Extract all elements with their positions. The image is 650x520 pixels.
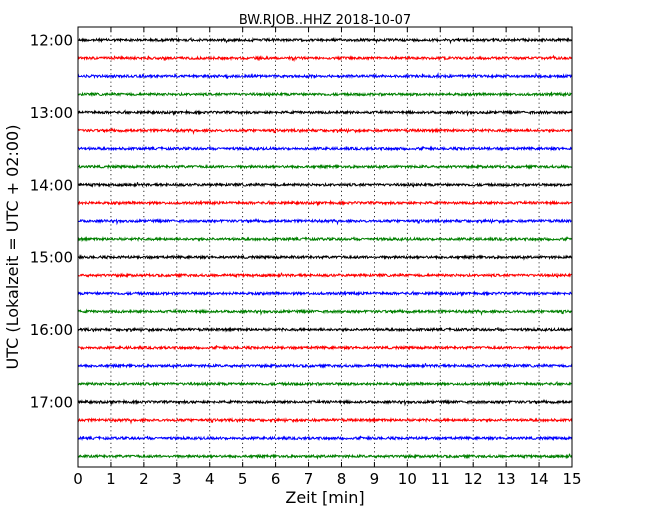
x-tick-label-6: 6 <box>271 470 281 488</box>
trace-16 <box>77 326 573 333</box>
y-axis-label: UTC (Lokalzeit = UTC + 02:00) <box>3 125 22 370</box>
trace-15 <box>77 308 573 317</box>
trace-5 <box>77 127 573 136</box>
trace-18 <box>77 362 573 370</box>
trace-23 <box>77 453 573 460</box>
seismogram-traces <box>77 36 573 460</box>
x-tick-label-7: 7 <box>304 470 314 488</box>
trace-1 <box>77 54 573 63</box>
trace-3 <box>77 91 573 98</box>
x-axis-ticks: 0 1 2 3 4 5 6 7 8 9 10 11 12 13 14 15 <box>73 27 582 488</box>
x-tick-label-1: 1 <box>106 470 116 488</box>
trace-22 <box>77 435 573 442</box>
trace-8 <box>77 181 573 189</box>
y-tick-label-3: 15:00 <box>30 249 73 267</box>
trace-13 <box>77 272 573 279</box>
y-tick-label-1: 13:00 <box>30 104 73 122</box>
x-tick-label-15: 15 <box>562 470 581 488</box>
trace-20 <box>77 398 573 407</box>
trace-14 <box>77 290 573 297</box>
x-tick-label-5: 5 <box>238 470 248 488</box>
x-tick-label-11: 11 <box>431 470 450 488</box>
trace-21 <box>77 416 573 425</box>
plot-frame <box>77 26 573 468</box>
y-tick-label-2: 14:00 <box>30 176 73 194</box>
x-tick-label-14: 14 <box>530 470 549 488</box>
trace-11 <box>77 235 573 243</box>
trace-6 <box>77 145 573 152</box>
y-tick-label-4: 16:00 <box>30 321 73 339</box>
trace-17 <box>77 344 573 351</box>
trace-4 <box>77 109 573 117</box>
trace-19 <box>77 380 573 388</box>
x-tick-label-3: 3 <box>172 470 182 488</box>
y-axis-ticks: 12:00 13:00 14:00 15:00 16:00 17:00 <box>30 32 572 412</box>
y-tick-label-0: 12:00 <box>30 32 73 50</box>
y-tick-label-5: 17:00 <box>30 394 73 412</box>
trace-2 <box>77 72 573 80</box>
x-tick-label-4: 4 <box>205 470 215 488</box>
trace-0 <box>77 36 573 45</box>
x-tick-label-9: 9 <box>370 470 380 488</box>
trace-10 <box>77 217 573 226</box>
trace-9 <box>77 199 573 207</box>
x-axis-label: Zeit [min] <box>285 488 364 507</box>
x-tick-label-0: 0 <box>73 470 83 488</box>
chart-title: BW.RJOB..HHZ 2018-10-07 <box>239 13 411 28</box>
x-tick-label-2: 2 <box>139 470 149 488</box>
x-tick-label-8: 8 <box>337 470 347 488</box>
x-tick-label-13: 13 <box>497 470 516 488</box>
trace-12 <box>77 254 573 261</box>
trace-7 <box>77 163 573 171</box>
x-tick-label-10: 10 <box>398 470 417 488</box>
x-tick-label-12: 12 <box>464 470 483 488</box>
